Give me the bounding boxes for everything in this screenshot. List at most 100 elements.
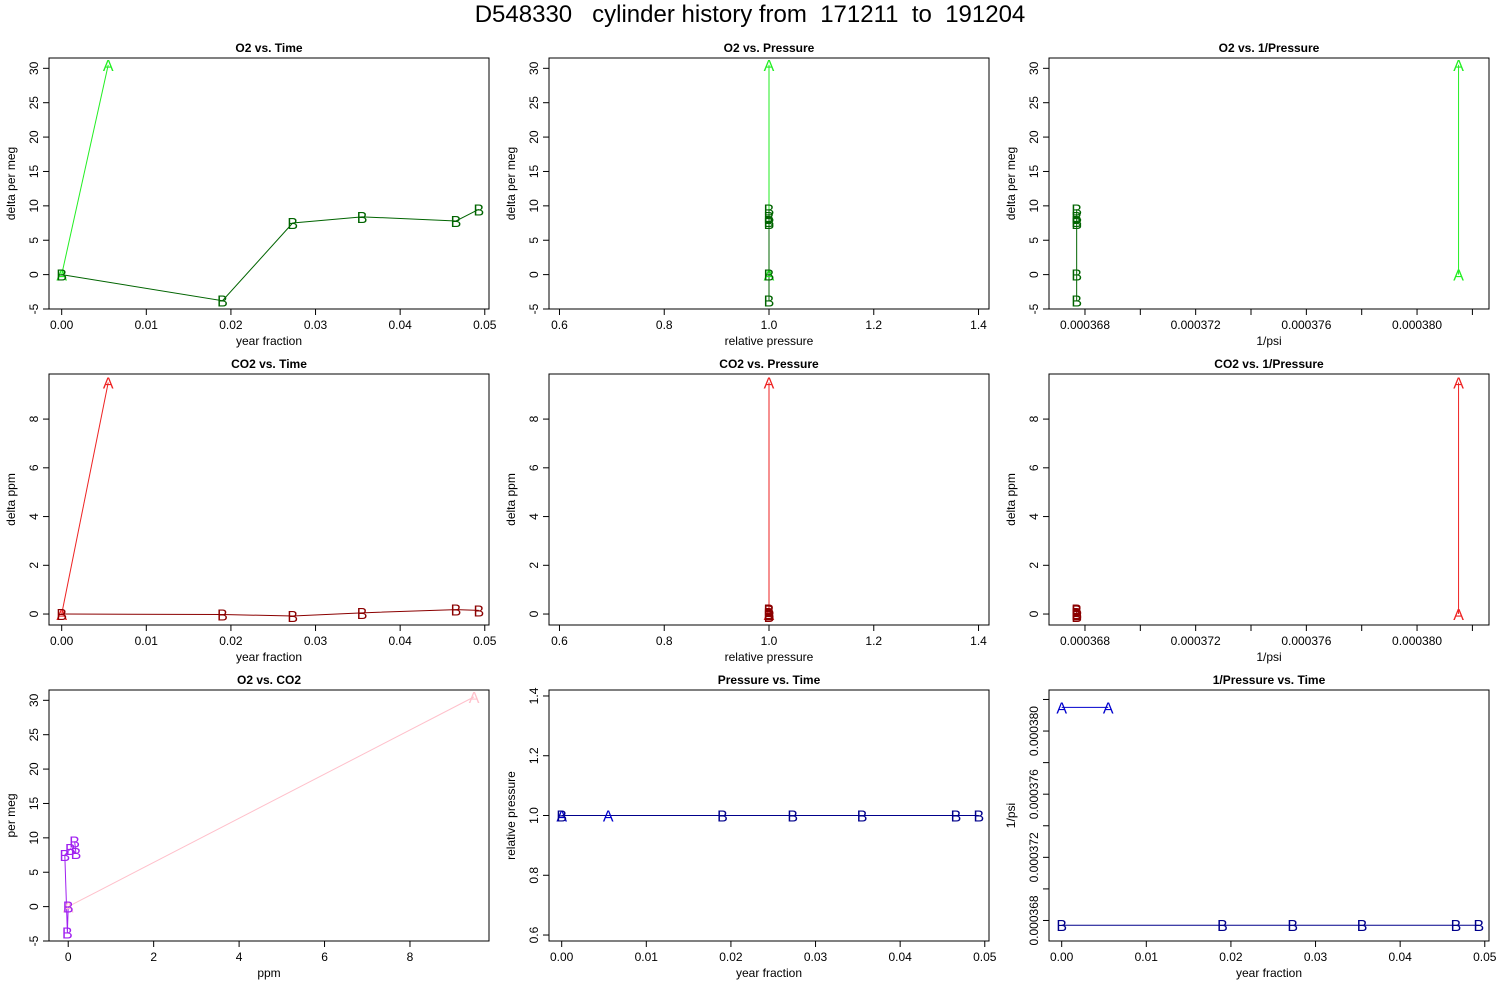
data-point-B: B — [764, 268, 775, 285]
chart-panel-9: 1/Pressure vs. Time 0.00 0.01 0.02 0.03 0.04 0… — [1004, 673, 1497, 980]
y-tick-label: 30 — [1027, 61, 1041, 75]
x-tick-label: 0.01 — [135, 318, 159, 332]
chart-panel-5: CO2 vs. Pressure 0.6 0.8 1.0 1.2 1.4 0 2 4 6 8 rela… — [504, 357, 990, 664]
data-point-B: B — [56, 268, 67, 285]
y-tick-label: 10 — [527, 199, 541, 213]
plot-frame — [48, 689, 490, 942]
data-point-A: A — [764, 268, 775, 285]
y-tick-label: 20 — [27, 762, 41, 776]
data-point-B: B — [764, 202, 775, 219]
y-tick-label: -5 — [27, 935, 41, 946]
x-tick-label: 0.04 — [388, 318, 412, 332]
x-axis-label: ppm — [257, 966, 280, 980]
y-axis-label: delta ppm — [504, 473, 518, 526]
x-tick-label: 0.000376 — [1281, 318, 1331, 332]
series-line-A — [61, 64, 109, 275]
x-axis-label: year fraction — [236, 650, 302, 664]
data-point-B: B — [451, 603, 462, 620]
data-point-B: B — [1451, 918, 1462, 935]
y-axis-label: per meg — [4, 793, 18, 837]
data-point-B: B — [1071, 268, 1082, 285]
x-tick-label: 0.8 — [656, 318, 673, 332]
data-point-B: B — [787, 809, 798, 826]
data-point-B: B — [62, 926, 73, 943]
data-point-A: A — [1453, 268, 1464, 285]
x-tick-label: 0.02 — [219, 634, 243, 648]
x-tick-label: 0.04 — [388, 634, 412, 648]
y-tick-label: 0 — [1027, 271, 1041, 278]
x-tick-label: 0.02 — [719, 950, 743, 964]
panel-title: CO2 vs. Time — [231, 357, 307, 371]
data-point-B: B — [717, 809, 728, 826]
data-point-B: B — [69, 834, 80, 851]
data-point-B: B — [974, 809, 985, 826]
data-point-B: B — [1071, 606, 1082, 623]
data-point-B: B — [357, 210, 368, 227]
y-tick-label: 5 — [1027, 237, 1041, 244]
y-tick-label: 4 — [1027, 513, 1041, 520]
y-tick-label: -5 — [27, 303, 41, 314]
data-point-B: B — [1217, 918, 1228, 935]
y-tick-label: 15 — [27, 164, 41, 178]
data-point-B: B — [764, 608, 775, 625]
x-tick-label: 0.000368 — [1060, 634, 1110, 648]
x-axis-label: 1/psi — [1256, 334, 1281, 348]
data-point-B: B — [56, 607, 67, 624]
data-point-A: A — [56, 607, 67, 624]
panel-title: CO2 vs. 1/Pressure — [1214, 357, 1324, 371]
y-tick-label: -5 — [1027, 303, 1041, 314]
data-point-A: A — [1056, 700, 1067, 717]
y-tick-label: 15 — [527, 164, 541, 178]
data-point-B: B — [1071, 603, 1082, 620]
series-line-B — [64, 841, 77, 933]
data-point-B: B — [59, 848, 70, 865]
x-tick-label: 0.01 — [635, 950, 659, 964]
data-point-B: B — [1287, 918, 1298, 935]
x-tick-label: 0.02 — [1219, 950, 1243, 964]
y-tick-label: 5 — [27, 869, 41, 876]
data-point-B: B — [1071, 214, 1082, 231]
data-point-B: B — [1071, 202, 1082, 219]
y-tick-label: 0.000368 — [1027, 895, 1041, 945]
y-tick-label: 25 — [527, 96, 541, 110]
x-tick-label: 2 — [150, 950, 157, 964]
y-axis-label: delta per meg — [4, 147, 18, 220]
panel-title: O2 vs. 1/Pressure — [1219, 41, 1320, 55]
x-axis-label: 1/psi — [1256, 650, 1281, 664]
x-tick-label: 1.2 — [865, 634, 882, 648]
x-tick-label: 0.03 — [1304, 950, 1328, 964]
y-tick-label: 30 — [527, 61, 541, 75]
data-point-B: B — [1071, 210, 1082, 227]
data-point-A: A — [764, 376, 775, 393]
x-tick-label: 0.03 — [304, 318, 328, 332]
y-tick-label: 0.000372 — [1027, 832, 1041, 882]
y-tick-label: 0 — [27, 903, 41, 910]
data-point-A: A — [103, 58, 114, 75]
data-point-B: B — [1071, 607, 1082, 624]
y-tick-label: 8 — [1027, 415, 1041, 422]
x-tick-label: 0.6 — [551, 318, 568, 332]
data-point-B: B — [71, 846, 82, 863]
data-point-B: B — [1474, 918, 1485, 935]
data-point-B: B — [65, 842, 76, 859]
chart-panel-2: O2 vs. Pressure 0.6 0.8 1.0 1.2 1.4 -5 0 5 10 15 20… — [504, 41, 990, 348]
series-line-A — [61, 382, 109, 615]
x-tick-label: 0.03 — [804, 950, 828, 964]
x-tick-label: 1.4 — [970, 318, 987, 332]
data-point-B: B — [474, 603, 485, 620]
y-tick-label: -5 — [527, 303, 541, 314]
y-tick-label: 30 — [27, 61, 41, 75]
panel-title: 1/Pressure vs. Time — [1213, 673, 1326, 687]
y-tick-label: 0.000380 — [1027, 706, 1041, 756]
y-axis-label: delta ppm — [1004, 473, 1018, 526]
chart-panel-7: O2 vs. CO2 0 2 4 6 8 -5 0 5 10 15 20 25 30 ppm per meg A… — [4, 673, 490, 980]
x-tick-label: 0 — [65, 950, 72, 964]
x-tick-label: 0.000380 — [1392, 634, 1442, 648]
panel-title: Pressure vs. Time — [718, 673, 821, 687]
y-tick-label: 0.6 — [527, 926, 541, 943]
y-tick-label: 10 — [1027, 199, 1041, 213]
data-point-B: B — [357, 606, 368, 623]
data-point-B: B — [764, 609, 775, 626]
x-axis-label: year fraction — [1236, 966, 1302, 980]
y-tick-label: 25 — [27, 96, 41, 110]
